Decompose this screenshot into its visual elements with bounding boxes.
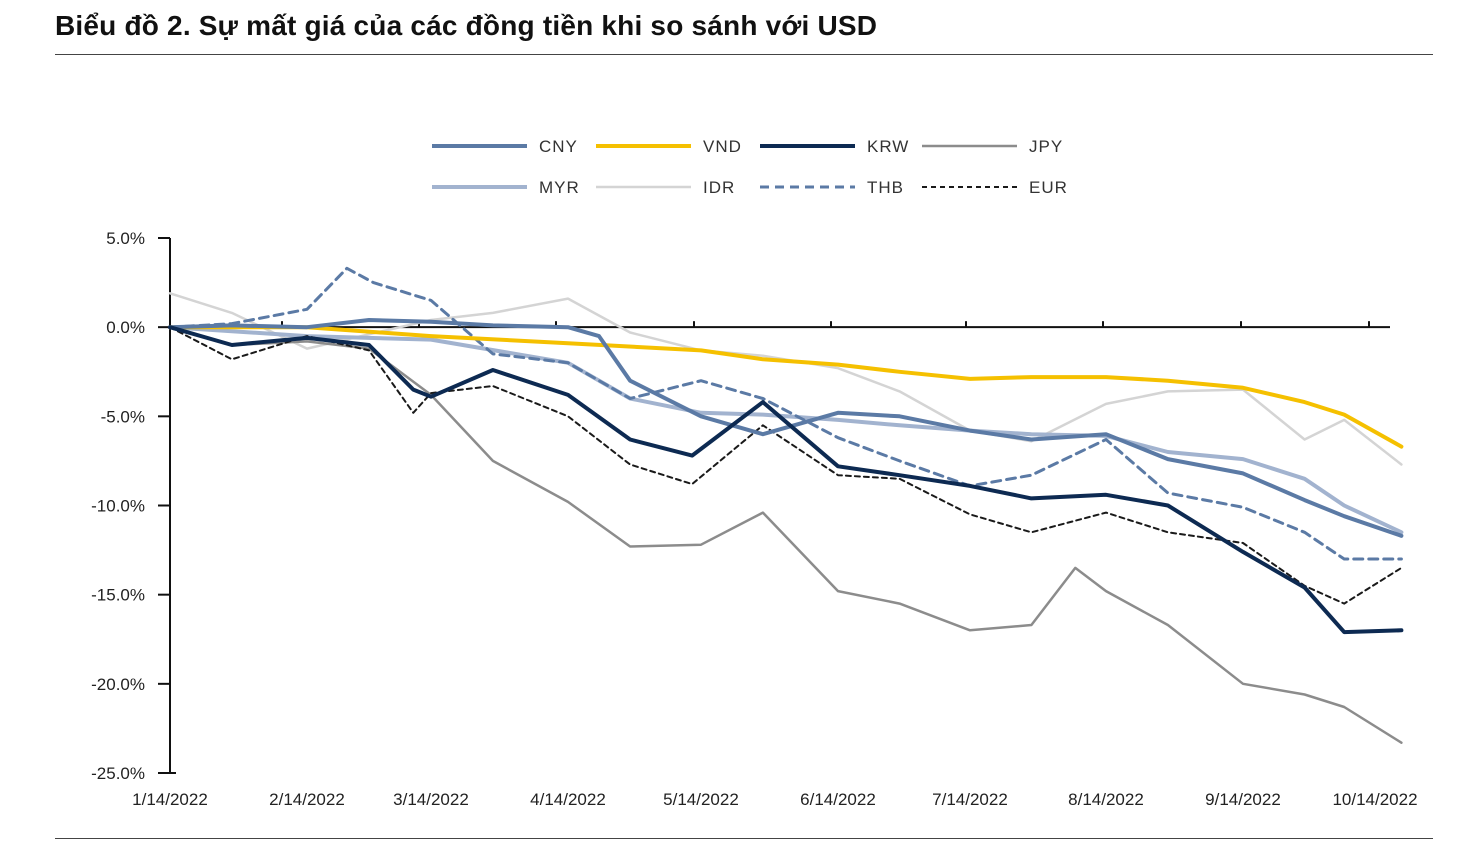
series-line-cny: [168, 318, 1404, 538]
legend-label-krw: KRW: [867, 137, 909, 156]
series-line-eur: [169, 326, 1403, 605]
series-line-krw: [168, 325, 1404, 635]
y-tick-label: 0.0%: [106, 318, 145, 337]
y-tick-label: -15.0%: [91, 586, 145, 605]
x-tick-label: 7/14/2022: [932, 790, 1008, 809]
y-tick-label: -20.0%: [91, 675, 145, 694]
top-rule: [55, 54, 1433, 55]
x-tick-label: 8/14/2022: [1068, 790, 1144, 809]
y-tick-label: 5.0%: [106, 229, 145, 248]
figure-title: Biểu đồ 2. Sự mất giá của các đồng tiền …: [55, 10, 878, 41]
legend-label-jpy: JPY: [1029, 137, 1063, 156]
series-line-thb: [168, 266, 1403, 561]
x-tick-label: 3/14/2022: [393, 790, 469, 809]
x-tick-label: 9/14/2022: [1205, 790, 1281, 809]
legend-label-vnd: VND: [703, 137, 742, 156]
y-tick-label: -25.0%: [91, 764, 145, 783]
series-line-myr: [168, 325, 1404, 535]
x-tick-label: 4/14/2022: [530, 790, 606, 809]
legend-label-thb: THB: [867, 178, 904, 197]
legend-label-idr: IDR: [703, 178, 735, 197]
x-tick-label: 10/14/2022: [1332, 790, 1417, 809]
legend-label-cny: CNY: [539, 137, 578, 156]
legend-label-myr: MYR: [539, 178, 580, 197]
y-tick-label: -5.0%: [101, 407, 145, 426]
x-tick-label: 2/14/2022: [269, 790, 345, 809]
series-line-vnd: [168, 325, 1404, 449]
bottom-rule: [55, 838, 1433, 839]
y-tick-label: -10.0%: [91, 497, 145, 516]
legend-label-eur: EUR: [1029, 178, 1068, 197]
x-tick-label: 1/14/2022: [132, 790, 208, 809]
series-line-idr: [168, 292, 1403, 466]
x-tick-label: 5/14/2022: [663, 790, 739, 809]
x-tick-label: 6/14/2022: [800, 790, 876, 809]
